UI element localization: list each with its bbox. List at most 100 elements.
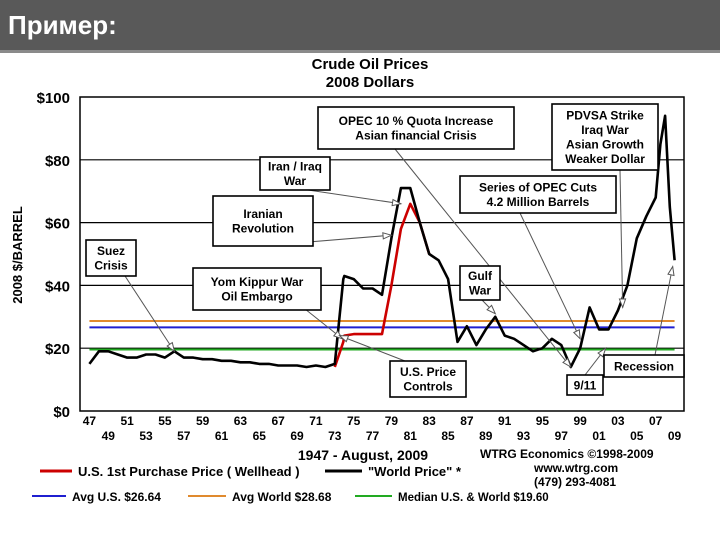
annotation-arrowhead [166,341,176,353]
x-tick-label: 87 [460,414,474,428]
annotation-text: Iran / Iraq [268,160,322,174]
annotation-box [85,239,137,277]
annotation-arrow [339,335,406,362]
slide-header: Пример: [0,0,720,50]
annotation-text: U.S. Price [400,365,456,379]
x-tick-label: 65 [253,429,267,443]
legend-label: Median U.S. & World $19.60 [398,492,549,504]
annotation-box [551,103,659,171]
annotation-text: Suez [97,244,125,258]
x-tick-label: 01 [592,429,606,443]
chart-title: Crude Oil Prices [312,56,429,73]
x-tick-label: 75 [347,414,361,428]
y-tick-labels: $0 $20 $40 $60 $80 $100 [37,90,70,421]
legend-label: U.S. 1st Purchase Price ( Wellhead ) [78,464,300,479]
annotation-text: 9/11 [574,378,597,392]
annotation-arrowhead [667,265,675,277]
x-tick-label: 59 [196,414,210,428]
x-tick-label: 03 [611,414,625,428]
annotation-box [566,374,604,396]
annotation-box [192,267,322,311]
annotation-text: OPEC 10 % Quota Increase [339,114,494,128]
annotation-arrow [654,266,674,356]
annotation-text: Asian financial Crisis [355,129,477,143]
annotation-arrow [519,212,581,339]
chart-subtitle: 2008 Dollars [326,74,414,91]
x-tick-label: 51 [121,414,135,428]
annotation-text: War [284,174,307,188]
x-tick-label: 61 [215,429,229,443]
legend-label: Avg U.S. $26.64 [72,490,161,504]
annotation-box [317,106,515,150]
y-tick-label: $100 [37,90,70,107]
annotation-text: Oil Embargo [221,290,292,304]
series-line [88,114,676,369]
annotation-text: Crisis [94,259,128,273]
x-tick-label: 77 [366,429,380,443]
x-tick-label: 07 [649,414,663,428]
x-tick-label: 73 [328,429,342,443]
y-tick-label: $0 [53,404,70,421]
annotation-arrowhead [338,335,350,343]
x-tick-label: 91 [498,414,512,428]
annotation-arrowhead [391,198,403,207]
annotation-arrow [307,189,401,205]
x-tick-label: 95 [536,414,550,428]
x-tick-label: 55 [158,414,172,428]
annotation-text: Yom Kippur War [211,275,304,289]
x-tick-label: 97 [555,429,569,443]
x-tick-label: 47 [83,414,97,428]
annotation-text: 4.2 Million Barrels [487,195,590,209]
annotation-arrow [394,148,572,368]
annotation-text: War [469,284,492,298]
x-tick-label: 99 [574,414,588,428]
annotation-text: PDVSA Strike [566,109,644,123]
x-tick-label: 49 [102,429,116,443]
x-tick-labels: 47 51 55 59 63 67 71 75 79 83 87 91 95 99 03 07 49 53 57 61… [83,414,682,443]
slide-title: Пример: [8,10,117,40]
annotation-arrowhead [486,304,497,315]
x-tick-label: 53 [139,429,153,443]
annotation-box [603,354,685,378]
legend-label: "World Price" * [368,464,462,479]
x-tick-label: 83 [423,414,437,428]
credit-line: (479) 293-4081 [534,475,616,489]
annotation-arrowhead [382,232,393,240]
annotation-text: Iraq War [581,123,629,137]
x-tick-label: 93 [517,429,531,443]
annotation-arrowhead [572,329,581,341]
y-tick-label: $80 [45,153,70,170]
annotation-box [212,195,314,247]
x-tick-label: 67 [272,414,286,428]
annotation-arrow [619,169,624,308]
legend-label: Avg World $28.68 [232,490,332,504]
annotation-text: Controls [403,380,453,394]
x-tick-label: 79 [385,414,399,428]
annotation-box [459,265,501,301]
x-tick-label: 57 [177,429,191,443]
y-tick-label: $20 [45,341,70,358]
x-tick-label: 81 [404,429,418,443]
y-axis-label: 2008 $/BARREL [10,206,25,304]
y-tick-label: $40 [45,278,70,295]
x-tick-label: 71 [309,414,323,428]
annotation-text: Recession [614,359,674,373]
header-divider [0,50,720,53]
x-tick-label: 05 [630,429,644,443]
annotation-arrow [124,275,175,352]
credit-line: WTRG Economics ©1998-2009 [480,447,654,461]
annotation-arrowhead [562,357,572,369]
annotation-text: Weaker Dollar [565,152,645,166]
x-tick-label: 89 [479,429,493,443]
x-tick-label: 63 [234,414,248,428]
annotation-arrowhead [597,347,607,358]
x-tick-label: 69 [290,429,304,443]
annotation-text: Gulf [468,269,493,283]
x-tick-label: 09 [668,429,682,443]
annotation-arrowhead [618,298,627,309]
legend: U.S. 1st Purchase Price ( Wellhead ) "Wor… [32,464,549,504]
annotation-text: Asian Growth [566,138,644,152]
annotation-box [389,360,467,398]
